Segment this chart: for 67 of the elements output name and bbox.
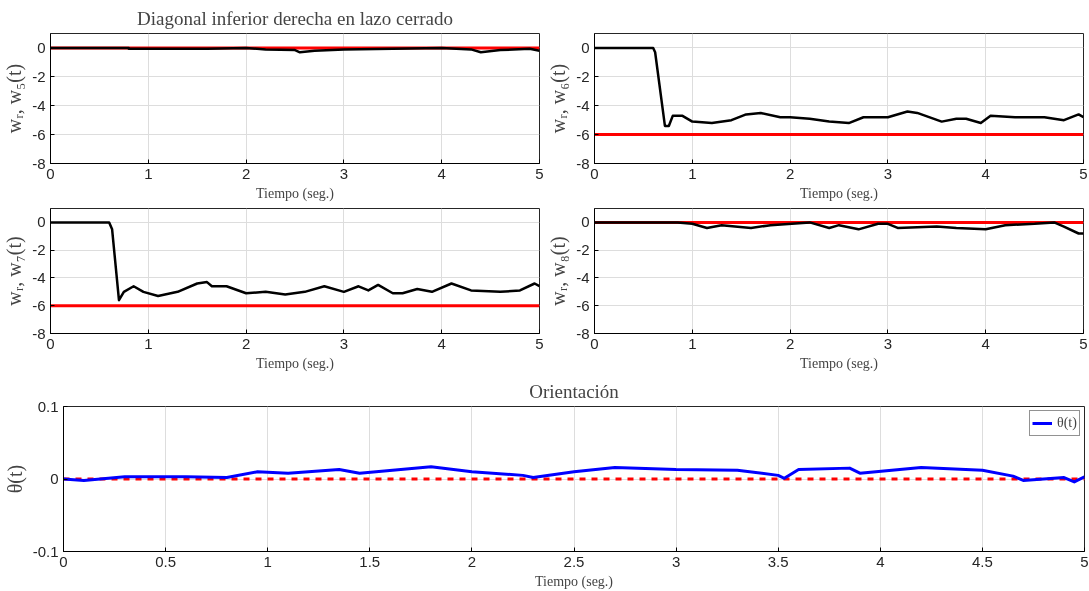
y-axis-title: wᵣ, w₅(t) [3,63,27,134]
x-tick-label: 1.5 [359,552,381,570]
x-tick-label: 3.5 [767,552,789,570]
x-tick-label: 2 [467,552,477,570]
y-tick-label: -0.1 [32,542,59,560]
x-tick-label: 3 [671,552,681,570]
y-tick-label: -4 [32,96,46,114]
chart-title: Orientación [529,380,620,402]
x-tick-label: 2 [241,164,251,182]
y-tick-label: -2 [576,67,590,85]
x-tick-label: 4 [437,334,446,352]
y-tick-label: 0.1 [37,397,59,415]
y-tick-label: -8 [32,154,46,172]
x-tick-label: 5 [1079,164,1088,182]
x-tick-label: 1 [688,164,697,182]
y-tick-label: -8 [576,324,590,342]
legend-label: θ(t) [1057,415,1077,431]
chart-title: Diagonal inferior derecha en lazo cerrado [137,7,453,29]
x-tick-label: 0.5 [155,552,177,570]
y-tick-label: 0 [581,213,590,231]
x-tick-label: 4.5 [971,552,993,570]
y-tick-label: 0 [37,213,46,231]
y-tick-label: -6 [576,125,590,143]
y-tick-label: 0 [581,38,590,56]
y-tick-label: -8 [32,324,46,342]
x-tick-label: 2.5 [563,552,585,570]
x-axis-title: Tiempo (seg.) [534,573,614,590]
line-series [63,465,1085,484]
x-tick-label: 3 [339,164,349,182]
x-tick-label: 3 [339,334,349,352]
x-tick-label: 3 [883,164,893,182]
x-axis-title: Tiempo (seg.) [799,185,879,202]
y-tick-label: -2 [32,67,46,85]
x-tick-label: 5 [1080,552,1089,570]
y-tick-label: -6 [32,125,46,143]
x-tick-label: 2 [785,334,795,352]
y-axis-title: wᵣ, w₇(t) [3,236,27,306]
x-tick-label: 1 [144,164,153,182]
y-tick-label: 0 [37,38,46,56]
x-tick-label: 1 [144,334,153,352]
x-tick-label: 3 [883,334,893,352]
y-tick-label: -6 [32,296,46,314]
y-tick-label: 0 [50,470,59,487]
y-tick-label: -4 [576,268,590,286]
x-axis-title: Tiempo (seg.) [255,355,335,372]
x-tick-label: 2 [241,334,251,352]
x-tick-label: 5 [1079,334,1088,352]
x-tick-label: 5 [535,334,544,352]
x-tick-label: 4 [981,164,990,182]
y-tick-label: -2 [576,241,590,259]
x-tick-label: 2 [785,164,795,182]
y-tick-label: -8 [576,154,590,172]
x-tick-label: 4 [437,164,446,182]
y-tick-label: -4 [32,268,46,286]
y-axis-title: wᵣ, w₆(t) [547,63,571,134]
x-tick-label: 4 [981,334,990,352]
y-tick-label: -4 [576,96,590,114]
x-axis-title: Tiempo (seg.) [799,355,879,372]
y-axis-title: θ(t) [3,464,27,494]
x-axis-title: Tiempo (seg.) [255,185,335,202]
y-axis-title: wᵣ, w₈(t) [547,236,571,306]
x-tick-label: 4 [876,552,885,570]
x-tick-label: 5 [535,164,544,182]
x-tick-label: 1 [688,334,697,352]
y-tick-label: -6 [576,296,590,314]
y-tick-label: -2 [32,241,46,259]
x-tick-label: 1 [263,552,272,570]
